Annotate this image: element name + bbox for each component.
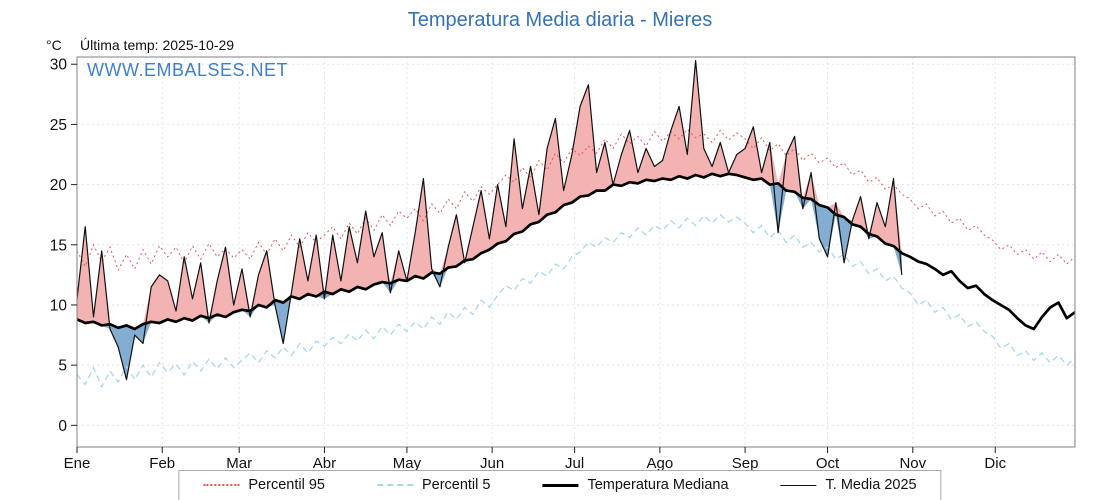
svg-text:Feb: Feb	[149, 455, 175, 472]
last-temp-label: Última temp: 2025-10-29	[80, 37, 235, 53]
p5-line-sample-icon	[376, 484, 413, 486]
svg-text:15: 15	[50, 237, 67, 254]
svg-text:10: 10	[50, 297, 68, 314]
legend-label: Percentil 5	[421, 477, 491, 493]
watermark: WWW.EMBALSES.NET	[87, 60, 289, 80]
svg-text:0: 0	[58, 418, 67, 435]
svg-text:Abr: Abr	[313, 455, 336, 472]
svg-text:5: 5	[58, 358, 67, 375]
svg-text:20: 20	[50, 177, 68, 194]
svg-text:Mar: Mar	[226, 455, 252, 472]
t25-line-sample-icon	[780, 484, 817, 486]
svg-text:30: 30	[50, 57, 68, 74]
svg-text:Oct: Oct	[816, 455, 840, 472]
legend-item: T. Media 2025	[780, 477, 917, 493]
svg-text:Sep: Sep	[732, 455, 759, 472]
legend-item: Temperatura Mediana	[542, 477, 729, 493]
p95-line-sample-icon	[203, 484, 240, 486]
legend-label: T. Media 2025	[825, 477, 917, 493]
svg-text:May: May	[393, 455, 422, 472]
legend-item: Percentil 5	[376, 477, 491, 493]
svg-text:25: 25	[50, 117, 67, 134]
svg-text:Jul: Jul	[565, 455, 584, 472]
legend-label: Temperatura Mediana	[587, 477, 729, 493]
legend-label: Percentil 95	[248, 477, 325, 493]
svg-text:Ene: Ene	[64, 455, 91, 472]
y-axis-unit-label: °C	[46, 37, 62, 53]
svg-text:Dic: Dic	[984, 455, 1006, 472]
svg-text:Ago: Ago	[647, 455, 674, 472]
svg-text:Jun: Jun	[480, 455, 504, 472]
med-line-sample-icon	[542, 483, 579, 487]
chart-title: Temperatura Media diaria - Mieres	[407, 9, 713, 31]
legend-item: Percentil 95	[203, 477, 325, 493]
svg-text:Nov: Nov	[899, 455, 926, 472]
legend: Percentil 95 Percentil 5 Temperatura Media…	[178, 470, 942, 500]
